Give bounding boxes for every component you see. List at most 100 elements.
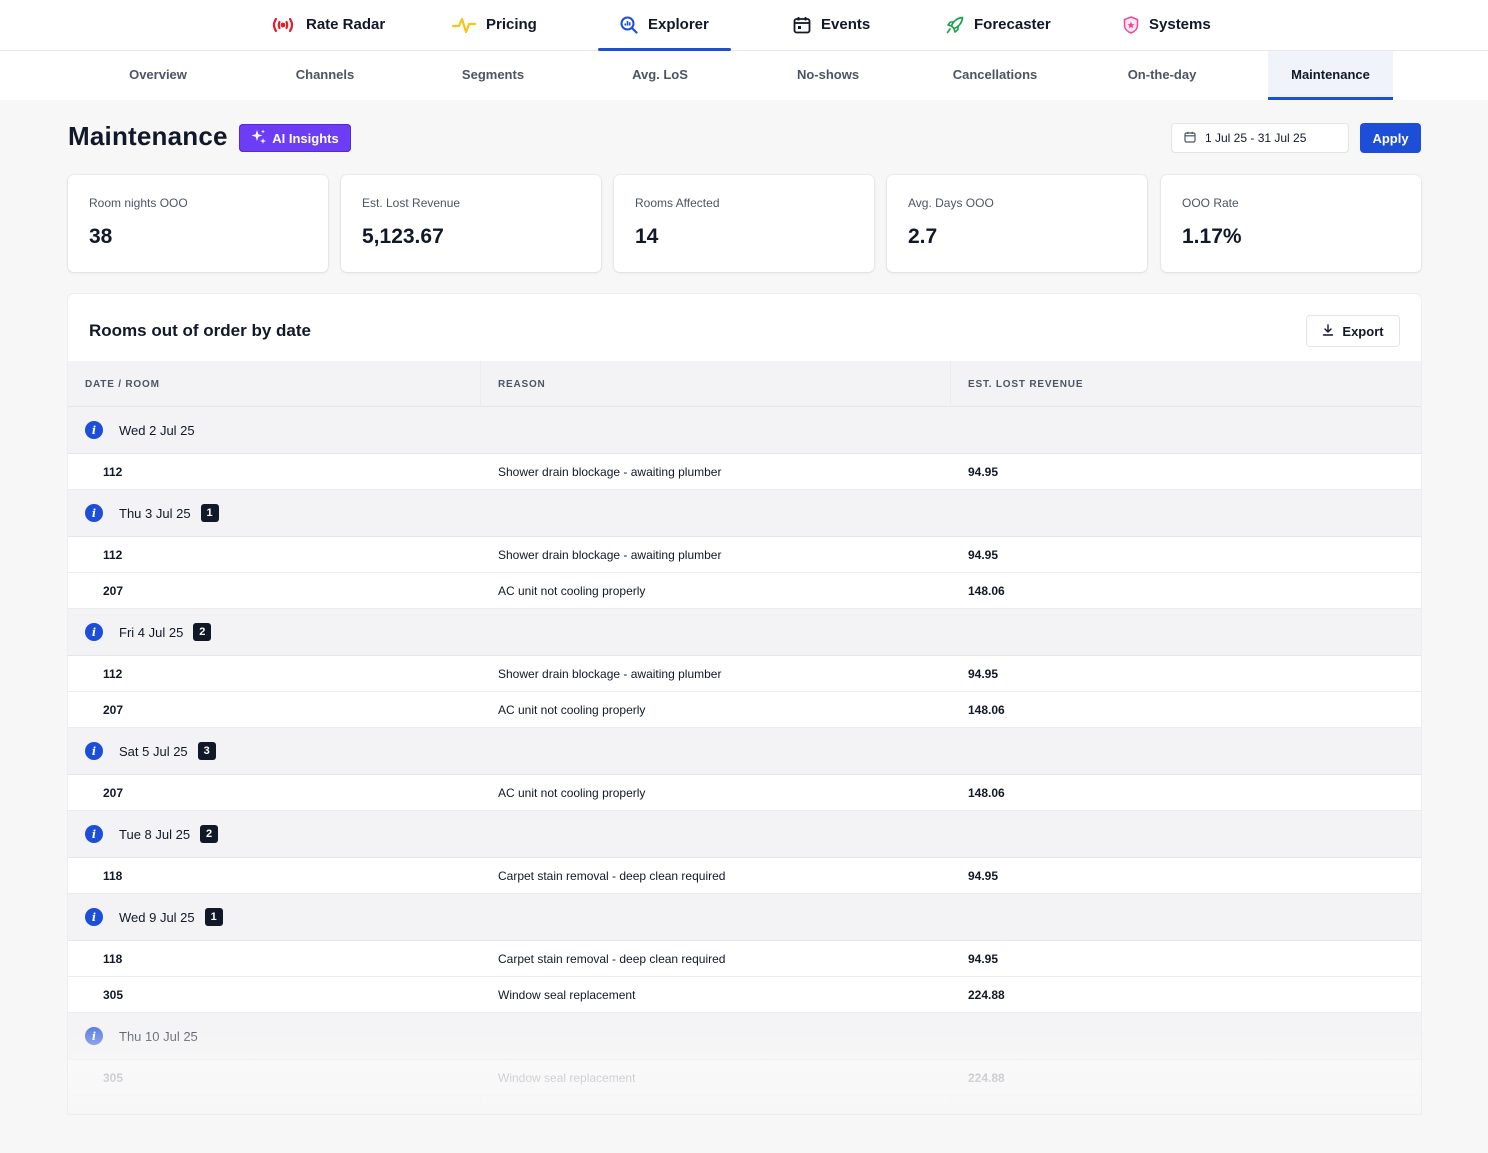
ai-insights-label: AI Insights	[272, 130, 339, 146]
nav-rate-radar[interactable]: Rate Radar	[270, 0, 385, 49]
date-group-label: Thu 3 Jul 25	[119, 505, 191, 521]
reason-cell: Window seal replacement	[498, 1070, 636, 1085]
table-row[interactable]: 305 Window seal replacement 224.88	[68, 977, 1421, 1013]
kpi-label: Avg. Days OOO	[908, 196, 994, 210]
table-row[interactable]: 207 AC unit not cooling properly 148.06	[68, 573, 1421, 609]
sparkle-icon	[251, 129, 267, 147]
count-badge: 2	[193, 623, 212, 641]
export-button[interactable]: Export	[1306, 315, 1400, 347]
nav-forecaster[interactable]: Forecaster	[946, 0, 1051, 49]
kpi-label: Est. Lost Revenue	[362, 196, 461, 210]
pulse-icon	[452, 15, 476, 35]
kpi-label: OOO Rate	[1182, 196, 1239, 210]
info-icon[interactable]: i	[85, 825, 103, 843]
date-range-value: 1 Jul 25 - 31 Jul 25	[1205, 131, 1307, 145]
revenue-cell: 148.06	[968, 702, 1005, 717]
nav-pricing[interactable]: Pricing	[452, 0, 537, 49]
info-icon[interactable]: i	[85, 742, 103, 760]
revenue-cell: 148.06	[968, 785, 1005, 800]
date-range-picker[interactable]: 1 Jul 25 - 31 Jul 25	[1171, 123, 1349, 153]
kpi-label: Room nights OOO	[89, 196, 188, 210]
nav-label: Events	[821, 16, 871, 33]
tab-no-shows[interactable]: No-shows	[796, 67, 860, 82]
table-row[interactable]: 305 Window seal replacement 224.88	[68, 1060, 1421, 1096]
table-row[interactable]: 207 AC unit not cooling properly 148.06	[68, 692, 1421, 728]
kpi-value: 1.17%	[1182, 225, 1242, 248]
tab-avg-los[interactable]: Avg. LoS	[632, 67, 688, 82]
tab-cancellations[interactable]: Cancellations	[952, 67, 1038, 82]
page-title: Maintenance	[68, 121, 228, 151]
revenue-cell: 224.88	[968, 987, 1005, 1002]
date-group-label: Thu 10 Jul 25	[119, 1028, 198, 1044]
nav-explorer[interactable]: Explorer	[598, 0, 731, 51]
nav-systems[interactable]: Systems	[1123, 0, 1211, 49]
column-header-revenue[interactable]: EST. LOST REVENUE	[968, 378, 1084, 390]
tab-overview[interactable]: Overview	[129, 67, 187, 82]
top-nav: Rate Radar Pricing Explorer Events Forec…	[0, 0, 1488, 51]
table-body: i Wed 2 Jul 25 112 Shower drain blockage - …	[68, 407, 1421, 1096]
revenue-cell: 94.95	[968, 666, 999, 681]
table-row[interactable]: 118 Carpet stain removal - deep clean req…	[68, 941, 1421, 977]
date-group-row[interactable]: i Sat 5 Jul 25 3	[68, 728, 1421, 775]
count-badge: 2	[200, 825, 219, 843]
column-header-date-room[interactable]: DATE / ROOM	[85, 378, 160, 390]
kpi-value: 14	[635, 225, 659, 248]
shield-icon	[1123, 15, 1139, 34]
tab-channels[interactable]: Channels	[295, 67, 355, 82]
table-row[interactable]: 112 Shower drain blockage - awaiting plum…	[68, 656, 1421, 692]
date-group-row[interactable]: i Thu 10 Jul 25	[68, 1013, 1421, 1060]
date-group-row[interactable]: i Thu 3 Jul 25 1	[68, 490, 1421, 537]
calendar-icon	[793, 16, 811, 34]
kpi-card-ooo-rate: OOO Rate 1.17%	[1161, 175, 1421, 272]
info-icon[interactable]: i	[85, 908, 103, 926]
date-group-label: Wed 2 Jul 25	[119, 422, 195, 438]
room-cell: 207	[103, 702, 124, 717]
room-cell: 207	[103, 785, 124, 800]
table-row[interactable]: 207 AC unit not cooling properly 148.06	[68, 775, 1421, 811]
kpi-value: 5,123.67	[362, 225, 444, 248]
date-group-row[interactable]: i Wed 2 Jul 25	[68, 407, 1421, 454]
count-badge: 3	[197, 742, 216, 760]
room-cell: 112	[103, 464, 123, 479]
reason-cell: Carpet stain removal - deep clean requir…	[498, 951, 726, 966]
kpi-card-lost-revenue: Est. Lost Revenue 5,123.67	[341, 175, 601, 272]
info-icon[interactable]: i	[85, 1027, 103, 1045]
nav-label: Pricing	[486, 16, 537, 33]
ai-insights-button[interactable]: AI Insights	[239, 124, 351, 152]
nav-events[interactable]: Events	[793, 0, 870, 49]
sub-nav: Overview Channels Segments Avg. LoS No-s…	[0, 51, 1488, 100]
table-row[interactable]: 112 Shower drain blockage - awaiting plum…	[68, 454, 1421, 490]
reason-cell: Shower drain blockage - awaiting plumber	[498, 666, 722, 681]
nav-label: Explorer	[648, 16, 709, 33]
apply-button[interactable]: Apply	[1360, 123, 1421, 153]
tab-maintenance[interactable]: Maintenance	[1268, 51, 1393, 100]
kpi-card-room-nights: Room nights OOO 38	[68, 175, 328, 272]
search-chart-icon	[620, 16, 638, 34]
reason-cell: AC unit not cooling properly	[498, 583, 646, 598]
room-cell: 118	[103, 951, 123, 966]
table-header: DATE / ROOM REASON EST. LOST REVENUE	[68, 361, 1421, 407]
date-group-label: Fri 4 Jul 25	[119, 624, 184, 640]
reason-cell: Shower drain blockage - awaiting plumber	[498, 547, 722, 562]
reason-cell: Shower drain blockage - awaiting plumber	[498, 464, 722, 479]
info-icon[interactable]: i	[85, 504, 103, 522]
date-group-row[interactable]: i Tue 8 Jul 25 2	[68, 811, 1421, 858]
revenue-cell: 224.88	[968, 1070, 1005, 1085]
info-icon[interactable]: i	[85, 623, 103, 641]
reason-cell: Window seal replacement	[498, 987, 636, 1002]
rocket-icon	[946, 16, 964, 34]
room-cell: 112	[103, 547, 123, 562]
kpi-value: 2.7	[908, 225, 938, 248]
table-row[interactable]: 112 Shower drain blockage - awaiting plum…	[68, 537, 1421, 573]
date-group-row[interactable]: i Wed 9 Jul 25 1	[68, 894, 1421, 941]
column-header-reason[interactable]: REASON	[498, 378, 546, 390]
reason-cell: AC unit not cooling properly	[498, 702, 646, 717]
info-icon[interactable]: i	[85, 421, 103, 439]
tab-on-the-day[interactable]: On-the-day	[1127, 67, 1197, 82]
date-group-label: Wed 9 Jul 25	[119, 909, 195, 925]
table-row[interactable]: 118 Carpet stain removal - deep clean req…	[68, 858, 1421, 894]
revenue-cell: 94.95	[968, 547, 999, 562]
nav-label: Systems	[1149, 16, 1211, 33]
tab-segments[interactable]: Segments	[461, 67, 525, 82]
date-group-row[interactable]: i Fri 4 Jul 25 2	[68, 609, 1421, 656]
